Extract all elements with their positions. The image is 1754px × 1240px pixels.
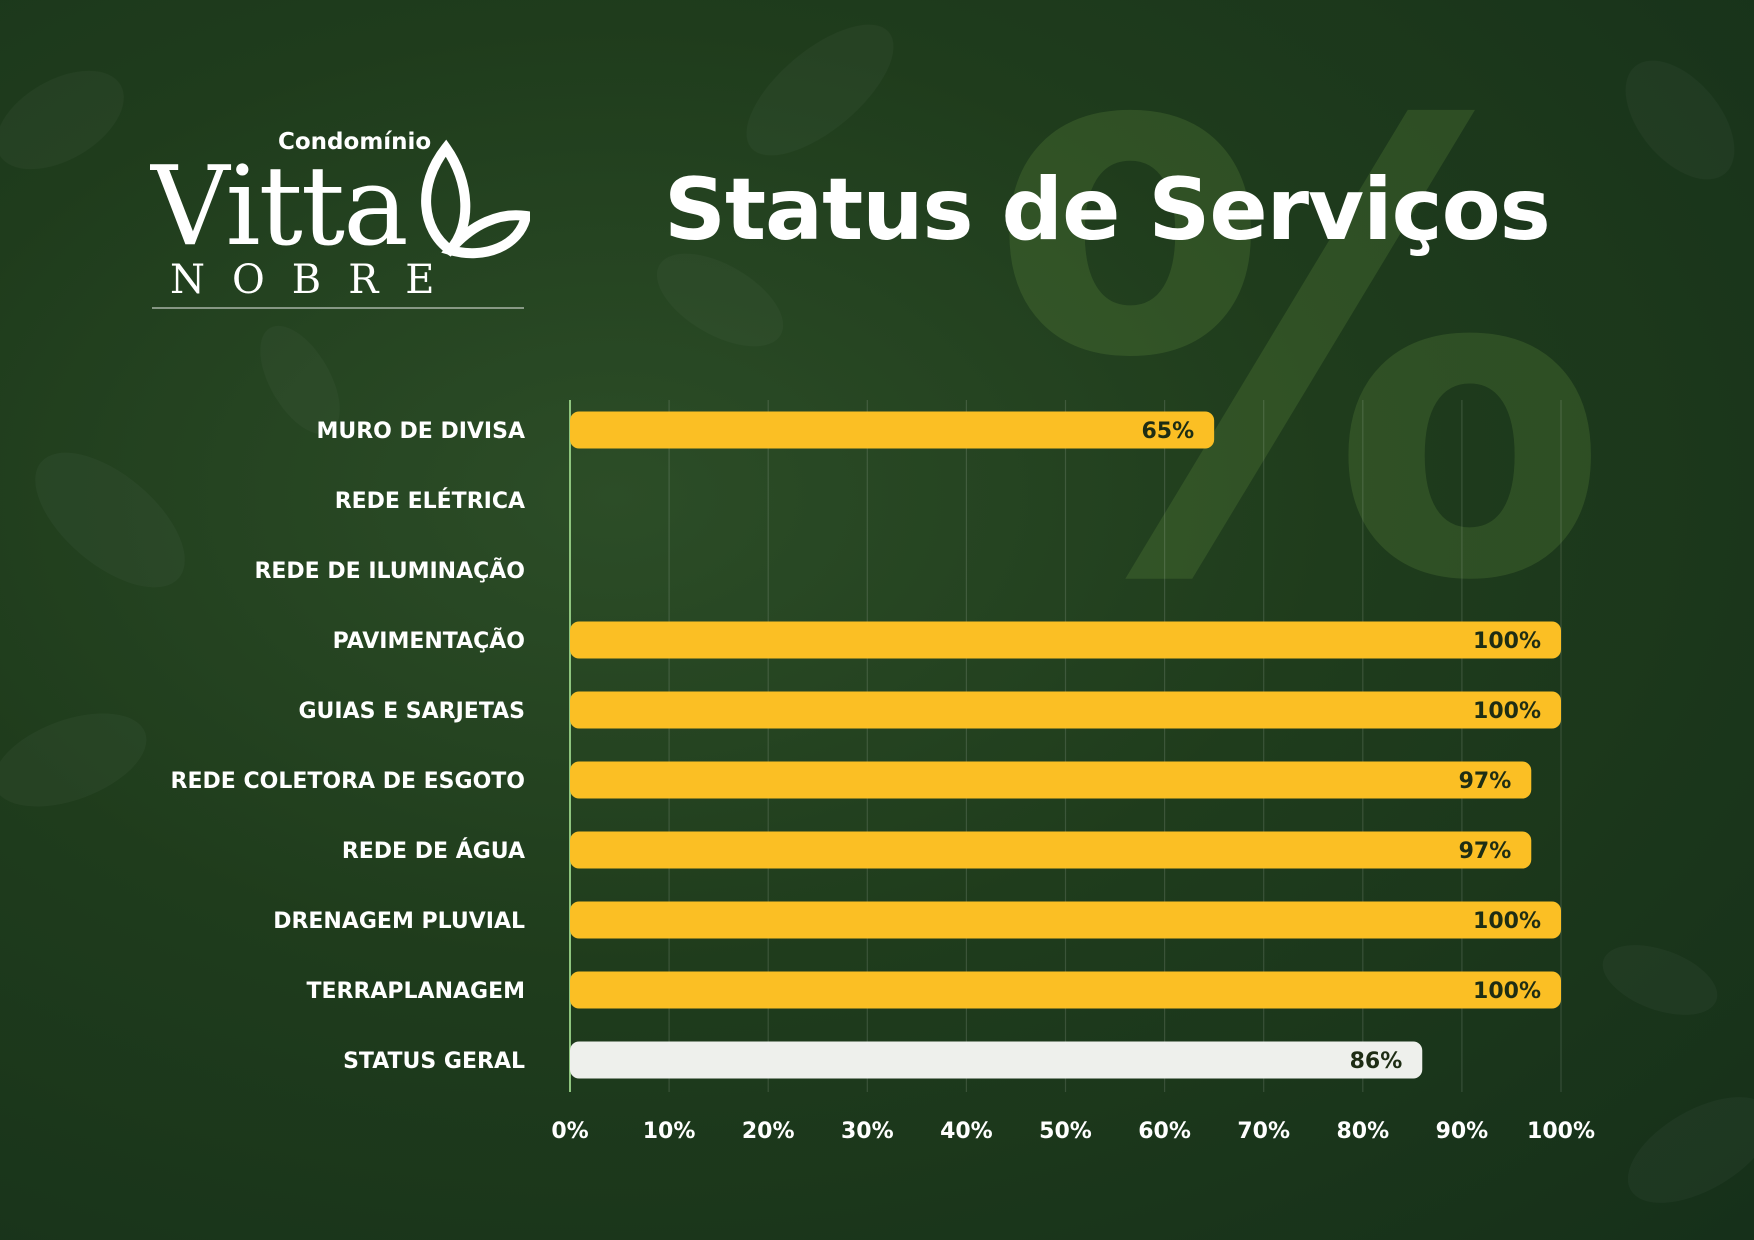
category-label: REDE DE ILUMINAÇÃO xyxy=(254,558,525,584)
bar xyxy=(570,901,1561,939)
page-title: Status de Serviços xyxy=(664,160,1551,260)
x-tick-label: 90% xyxy=(1436,1119,1489,1144)
x-tick-label: 0% xyxy=(551,1119,588,1144)
bar-value-label: 97% xyxy=(1459,839,1512,864)
x-tick-label: 70% xyxy=(1237,1119,1290,1144)
x-tick-label: 20% xyxy=(742,1119,795,1144)
leaf-icon xyxy=(421,139,530,259)
x-tick-label: 10% xyxy=(643,1119,696,1144)
logo-prefix: Condomínio xyxy=(278,129,431,155)
x-tick-label: 60% xyxy=(1138,1119,1191,1144)
bar-value-label: 100% xyxy=(1473,979,1541,1004)
category-label: REDE DE ÁGUA xyxy=(342,838,525,864)
bars: 65% 100% 100% 97% 97% 100% 100% 86% xyxy=(570,411,1561,1079)
bar-value-label: 100% xyxy=(1473,699,1541,724)
x-tick-label: 50% xyxy=(1039,1119,1092,1144)
category-label: GUIAS E SARJETAS xyxy=(298,699,525,724)
bar-value-label: 86% xyxy=(1350,1049,1403,1074)
bar-value-label: 65% xyxy=(1141,419,1194,444)
category-label: DRENAGEM PLUVIAL xyxy=(273,909,525,934)
logo-suffix: NOBRE xyxy=(170,257,462,303)
category-label: STATUS GERAL xyxy=(343,1049,525,1074)
x-axis-ticks: 0% 10% 20% 30% 40% 50% 60% 70% 80% 90% 100% xyxy=(551,1119,1595,1144)
bar-value-label: 100% xyxy=(1473,909,1541,934)
x-tick-label: 80% xyxy=(1336,1119,1389,1144)
category-label: REDE ELÉTRICA xyxy=(335,488,525,514)
x-tick-label: 40% xyxy=(940,1119,993,1144)
category-labels: MURO DE DIVISA REDE ELÉTRICA REDE DE ILUMI… xyxy=(171,419,525,1074)
bar-value-label: 97% xyxy=(1459,769,1512,794)
x-tick-label: 30% xyxy=(841,1119,894,1144)
bar xyxy=(570,691,1561,729)
category-label: PAVIMENTAÇÃO xyxy=(333,628,525,654)
bar xyxy=(570,971,1561,1009)
category-label: REDE COLETORA DE ESGOTO xyxy=(171,769,525,794)
logo-name: Vitta xyxy=(150,142,407,270)
bar-value-label: 100% xyxy=(1473,629,1541,654)
category-label: MURO DE DIVISA xyxy=(316,419,525,444)
bar xyxy=(570,621,1561,659)
logo: Condomínio Vitta NOBRE xyxy=(150,129,530,309)
category-label: TERRAPLANAGEM xyxy=(306,979,525,1004)
x-tick-label: 100% xyxy=(1527,1119,1595,1144)
bar xyxy=(570,411,1215,449)
bar xyxy=(570,761,1532,799)
summary-bar xyxy=(570,1041,1423,1079)
bar xyxy=(570,831,1532,869)
percent-watermark: % xyxy=(989,0,1610,717)
